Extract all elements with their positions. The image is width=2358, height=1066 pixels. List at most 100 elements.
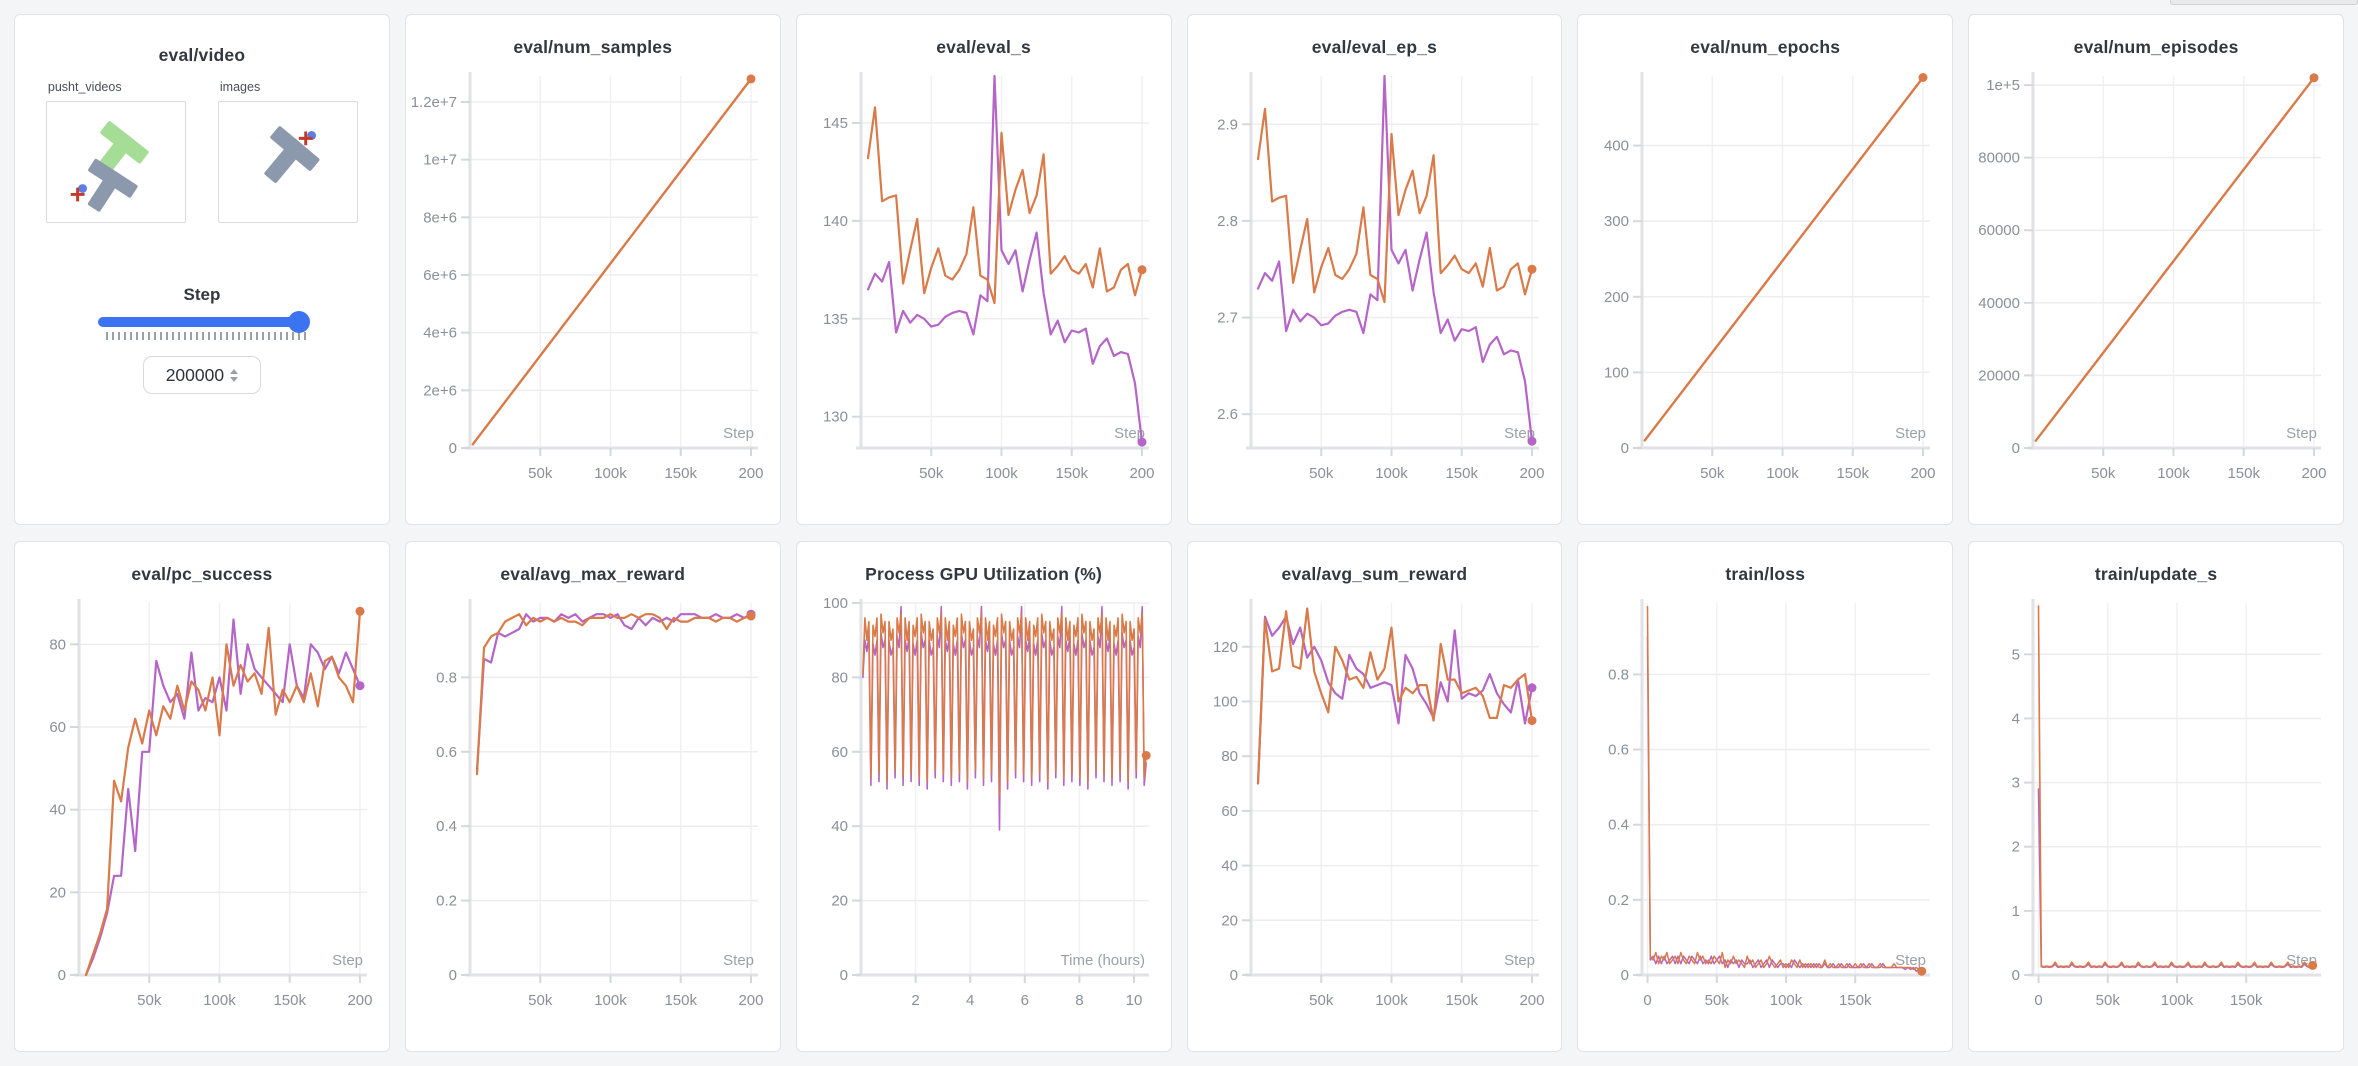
panel-eval-video[interactable]: eval/video pusht_videos xyxy=(14,14,390,525)
panel-title: eval/video xyxy=(158,45,246,65)
agent-dot xyxy=(78,184,87,193)
svg-text:135: 135 xyxy=(823,311,848,328)
svg-text:200: 200 xyxy=(1520,992,1545,1009)
panel-eval-num-episodes[interactable]: eval/num_episodes 50k 100k 150k 200 0 20000 40… xyxy=(1968,14,2344,525)
svg-text:8e+6: 8e+6 xyxy=(423,209,457,226)
panel-title: eval/eval_s xyxy=(936,37,1031,57)
svg-text:100k: 100k xyxy=(594,465,627,482)
svg-text:100k: 100k xyxy=(203,992,236,1009)
step-input[interactable]: 200000 xyxy=(142,356,261,394)
step-input-value: 200000 xyxy=(165,364,225,385)
svg-text:300: 300 xyxy=(1604,213,1629,230)
svg-text:Step: Step xyxy=(723,425,754,442)
panel-title: eval/num_episodes xyxy=(2073,37,2239,57)
slider-track[interactable] xyxy=(97,311,310,333)
panel-eval-avg-sum-reward[interactable]: eval/avg_sum_reward 50k 100k 150k 200 0 20 40 6… xyxy=(1186,541,1563,1052)
num-episodes-chart[interactable]: 50k 100k 150k 200 0 20000 40000 60000 80000 1e+5 S… xyxy=(1975,62,2337,500)
svg-text:140: 140 xyxy=(823,213,848,230)
panel-eval-eval-s[interactable]: eval/eval_s 50k 100k 150k 200 130 135 140 145 St… xyxy=(795,14,1172,525)
eval-s-chart[interactable]: 50k 100k 150k 200 130 135 140 145 Step xyxy=(803,62,1165,500)
avg-sum-reward-chart[interactable]: 50k 100k 150k 200 0 20 40 60 80 100 120 Step xyxy=(1193,589,1555,1027)
panel-eval-eval-ep-s[interactable]: eval/eval_ep_s 50k 100k 150k 200 2.6 2.7 2.8 2.… xyxy=(1186,14,1563,525)
eval-ep-s-chart[interactable]: 50k 100k 150k 200 2.6 2.7 2.8 2.9 Step xyxy=(1193,62,1555,500)
svg-text:200: 200 xyxy=(738,465,763,482)
images-thumbnail[interactable] xyxy=(217,101,358,223)
svg-text:0.6: 0.6 xyxy=(436,744,457,761)
media-label-images: images xyxy=(219,80,261,94)
svg-text:130: 130 xyxy=(823,409,848,426)
svg-text:0.4: 0.4 xyxy=(436,818,457,835)
slider-thumb[interactable] xyxy=(287,311,310,333)
svg-text:2: 2 xyxy=(2012,839,2020,856)
svg-text:20: 20 xyxy=(1222,912,1239,929)
svg-text:80: 80 xyxy=(1222,748,1239,765)
svg-text:2e+6: 2e+6 xyxy=(423,382,457,399)
svg-text:100k: 100k xyxy=(2157,465,2190,482)
svg-text:3: 3 xyxy=(2012,775,2020,792)
pusht-video-thumbnail[interactable] xyxy=(45,101,186,223)
svg-text:8: 8 xyxy=(1075,992,1083,1009)
svg-text:60: 60 xyxy=(831,744,848,761)
svg-text:0.4: 0.4 xyxy=(1608,817,1629,834)
svg-text:150k: 150k xyxy=(1446,465,1479,482)
svg-text:40: 40 xyxy=(831,818,848,835)
svg-text:Step: Step xyxy=(2286,425,2317,442)
svg-text:150k: 150k xyxy=(2230,992,2263,1009)
svg-text:Step: Step xyxy=(723,952,754,969)
svg-text:80: 80 xyxy=(49,636,66,653)
object-tee-shape xyxy=(87,158,138,212)
panel-title: eval/eval_ep_s xyxy=(1311,37,1438,57)
svg-text:200: 200 xyxy=(1520,465,1545,482)
svg-text:20000: 20000 xyxy=(1978,367,2020,384)
num-epochs-chart[interactable]: 50k 100k 150k 200 0 100 200 300 400 Step xyxy=(1584,62,1946,500)
panel-eval-num-samples[interactable]: eval/num_samples 50k 100k 150k 200 0 2e+6 4e+6… xyxy=(404,14,781,525)
svg-text:0: 0 xyxy=(2012,440,2020,457)
svg-text:2.6: 2.6 xyxy=(1218,406,1239,423)
step-slider[interactable] xyxy=(97,311,310,340)
svg-text:4e+6: 4e+6 xyxy=(423,325,457,342)
panel-gpu-utilization[interactable]: Process GPU Utilization (%) 2 4 6 8 10 0 20 40 6… xyxy=(795,541,1172,1052)
panel-eval-avg-max-reward[interactable]: eval/avg_max_reward 50k 100k 150k 200 0 0.2 0.… xyxy=(404,541,781,1052)
svg-text:0: 0 xyxy=(1621,967,1629,984)
svg-text:150k: 150k xyxy=(1839,992,1872,1009)
svg-text:Step: Step xyxy=(1895,952,1926,969)
svg-text:50k: 50k xyxy=(2096,992,2121,1009)
svg-text:10: 10 xyxy=(1125,992,1142,1009)
panel-eval-num-epochs[interactable]: eval/num_epochs 50k 100k 150k 200 0 100 200 300… xyxy=(1577,14,1954,525)
panel-eval-pc-success[interactable]: eval/pc_success 50k 100k 150k 200 0 20 40 60 80 S… xyxy=(14,541,390,1052)
pc-success-chart[interactable]: 50k 100k 150k 200 0 20 40 60 80 Step xyxy=(21,589,383,1027)
svg-text:80: 80 xyxy=(831,669,848,686)
media-label-pusht-videos: pusht_videos xyxy=(47,80,122,94)
svg-text:100k: 100k xyxy=(1376,465,1409,482)
svg-text:200: 200 xyxy=(2302,465,2327,482)
svg-text:2.7: 2.7 xyxy=(1218,310,1239,327)
svg-text:0: 0 xyxy=(839,967,847,984)
svg-text:1e+5: 1e+5 xyxy=(1986,77,2020,94)
svg-text:100k: 100k xyxy=(1766,465,1799,482)
svg-text:400: 400 xyxy=(1604,138,1629,155)
svg-text:50k: 50k xyxy=(137,992,162,1009)
train-loss-chart[interactable]: 0 50k 100k 150k 0 0.2 0.4 0.6 0.8 Step xyxy=(1584,589,1946,1027)
num-samples-chart[interactable]: 50k 100k 150k 200 0 2e+6 4e+6 6e+6 8e+6 1e+7 1.2e+… xyxy=(412,62,774,500)
panel-train-update-s[interactable]: train/update_s 0 50k 100k 150k 0 1 2 3 4 5 Step xyxy=(1968,541,2344,1052)
panel-train-loss[interactable]: train/loss 0 50k 100k 150k 0 0.2 0.4 0.6 0.8 Step xyxy=(1577,541,1954,1052)
svg-text:0.2: 0.2 xyxy=(436,893,457,910)
svg-text:150k: 150k xyxy=(664,992,697,1009)
target-cross xyxy=(70,187,85,202)
panel-title: train/update_s xyxy=(2094,564,2218,584)
panel-title: eval/num_samples xyxy=(513,37,673,57)
svg-text:50k: 50k xyxy=(1310,992,1335,1009)
avg-max-reward-chart[interactable]: 50k 100k 150k 200 0 0.2 0.4 0.6 0.8 Step xyxy=(412,589,774,1027)
panel-title: eval/pc_success xyxy=(131,564,273,584)
svg-text:120: 120 xyxy=(1213,639,1238,656)
svg-text:0: 0 xyxy=(1230,967,1238,984)
svg-text:40: 40 xyxy=(1222,858,1239,875)
svg-text:2.9: 2.9 xyxy=(1218,116,1239,133)
svg-text:200: 200 xyxy=(1604,289,1629,306)
svg-text:0: 0 xyxy=(2012,967,2020,984)
svg-text:100: 100 xyxy=(1604,364,1629,381)
svg-text:6e+6: 6e+6 xyxy=(423,267,457,284)
stepper-arrows-icon[interactable] xyxy=(230,368,239,382)
